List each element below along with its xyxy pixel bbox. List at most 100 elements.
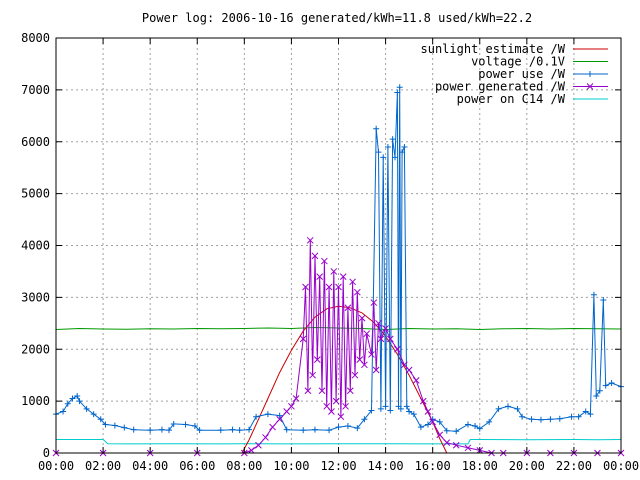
data-point-marker [412,377,420,384]
legend-label: sunlight estimate /W [421,42,566,56]
data-point-marker [269,423,276,431]
data-point-marker [582,408,589,415]
data-point-marker [130,426,137,433]
data-point-marker [387,407,394,414]
data-point-marker [321,257,328,265]
data-point-marker [373,125,380,132]
x-tick-label: 02:00 [85,459,121,473]
data-point-marker [253,413,260,420]
data-point-marker [64,400,71,407]
data-point-marker [443,439,451,446]
data-point-marker [608,379,615,386]
data-point-marker [158,426,165,433]
x-tick-label: 00:00 [38,459,74,473]
data-point-marker [377,405,384,412]
data-point-marker [410,411,417,418]
data-point-marker [299,335,307,343]
data-point-marker [309,371,316,379]
x-tick-label: 10:00 [273,459,309,473]
series-3 [53,84,624,435]
data-point-marker [575,413,582,420]
data-point-marker [419,397,427,405]
data-point-marker [443,427,450,434]
data-point-marker [288,402,295,410]
data-point-marker [361,416,368,423]
data-point-marker [424,408,432,415]
data-point-marker [229,426,236,433]
data-point-marker [304,387,312,395]
data-point-marker [590,291,597,298]
data-point-marker [326,427,333,434]
data-point-marker [302,283,309,291]
data-point-marker [486,418,493,425]
y-tick-label: 1000 [21,394,50,408]
y-tick-label: 0 [43,446,50,460]
data-point-marker [351,371,359,379]
y-tick-label: 8000 [21,31,50,45]
data-point-marker [311,252,319,260]
data-point-marker [384,143,391,150]
data-point-marker [335,424,342,431]
data-point-marker [306,236,314,244]
x-tick-label: 14:00 [368,459,404,473]
series-line [56,438,622,445]
y-tick-label: 2000 [21,342,50,356]
grid-lines [56,38,621,453]
series-5 [56,438,622,445]
data-point-marker [528,416,535,423]
data-point-marker [372,366,380,374]
data-point-marker [236,427,243,434]
x-tick-label: 20:00 [509,459,545,473]
data-point-marker [587,411,594,418]
data-point-marker [399,149,406,156]
data-point-marker [292,395,300,402]
data-point-marker [406,408,413,415]
data-point-marker [191,423,198,430]
data-point-marker [313,356,321,363]
data-point-marker [354,425,361,432]
data-point-marker [394,345,401,353]
data-point-marker [436,431,444,439]
data-point-marker [472,423,479,430]
data-point-marker [276,412,283,419]
data-point-marker [476,425,483,432]
y-tick-label: 7000 [21,83,50,97]
data-point-marker [69,395,76,402]
data-point-marker [401,143,408,150]
data-point-marker [358,314,366,322]
y-tick-label: 3000 [21,290,50,304]
data-point-marker [217,427,224,434]
data-point-marker [97,416,104,423]
data-point-marker [111,422,118,429]
data-point-marker [368,407,375,414]
data-point-marker [602,382,609,389]
data-point-marker [83,405,90,412]
data-point-marker [361,361,368,369]
data-point-marker [547,416,554,423]
data-point-marker [382,403,389,410]
series-line [241,305,448,454]
data-point-marker [392,154,398,161]
x-tick-label: 18:00 [462,459,498,473]
data-point-marker [389,136,396,143]
data-point-marker [318,387,326,395]
legend-label: voltage /0.1V [471,55,565,69]
chart-title: Power log: 2006-10-16 generated/kWh=11.8… [142,11,532,25]
legend-label: power on C14 /W [457,92,566,106]
data-point-marker [394,89,401,96]
data-point-marker [60,408,67,415]
legend-label: power generated /W [435,80,566,94]
data-point-marker [121,424,128,431]
data-point-marker [283,426,290,433]
series-2 [55,326,622,331]
data-point-marker [262,434,269,441]
legend-label: power use /W [478,67,565,81]
y-tick-label: 5000 [21,187,50,201]
data-point-marker [255,441,262,449]
data-point-marker [316,273,324,280]
data-point-marker [90,411,97,418]
data-point-marker [102,421,109,428]
